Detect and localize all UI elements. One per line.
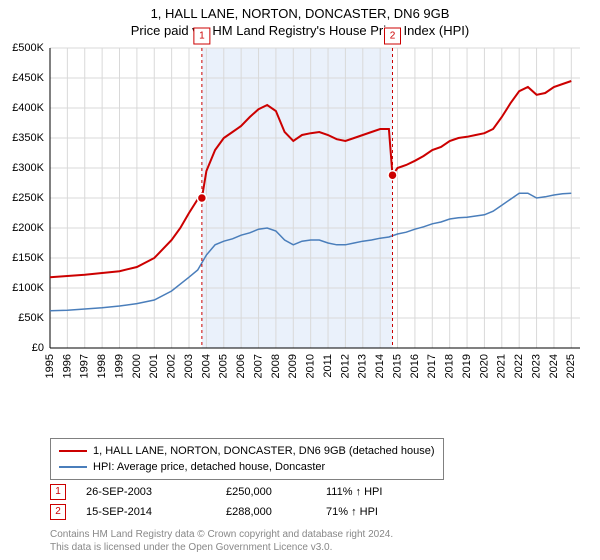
chart-area: £0£50K£100K£150K£200K£250K£300K£350K£400… (50, 48, 580, 388)
sale-price: £250,000 (226, 482, 306, 502)
sale-price: £288,000 (226, 502, 306, 522)
svg-text:1996: 1996 (61, 354, 73, 378)
svg-text:2000: 2000 (131, 354, 143, 378)
sale-ratio: 71% ↑ HPI (326, 502, 436, 522)
svg-text:1995: 1995 (44, 354, 56, 378)
legend-label: 1, HALL LANE, NORTON, DONCASTER, DN6 9GB… (93, 443, 435, 459)
svg-text:£500K: £500K (12, 42, 44, 54)
svg-text:2010: 2010 (305, 354, 317, 378)
sales-row: 1 26-SEP-2003 £250,000 111% ↑ HPI (50, 482, 436, 502)
sale-date: 26-SEP-2003 (86, 482, 206, 502)
svg-text:2007: 2007 (252, 354, 264, 378)
svg-text:1997: 1997 (79, 354, 91, 378)
legend-item: 1, HALL LANE, NORTON, DONCASTER, DN6 9GB… (59, 443, 435, 459)
title-block: 1, HALL LANE, NORTON, DONCASTER, DN6 9GB… (0, 0, 600, 38)
svg-text:2002: 2002 (166, 354, 178, 378)
svg-text:2009: 2009 (287, 354, 299, 378)
svg-text:2021: 2021 (496, 354, 508, 378)
title-subtitle: Price paid vs. HM Land Registry's House … (0, 23, 600, 38)
svg-text:£400K: £400K (12, 102, 44, 114)
svg-text:1: 1 (199, 31, 205, 42)
sale-marker-icon: 1 (50, 484, 66, 500)
svg-text:2025: 2025 (565, 354, 577, 378)
svg-text:2024: 2024 (548, 354, 560, 378)
svg-text:£200K: £200K (12, 222, 44, 234)
legend-label: HPI: Average price, detached house, Donc… (93, 459, 325, 475)
legend: 1, HALL LANE, NORTON, DONCASTER, DN6 9GB… (50, 438, 444, 480)
svg-text:£150K: £150K (12, 252, 44, 264)
svg-text:£350K: £350K (12, 132, 44, 144)
svg-text:2008: 2008 (270, 354, 282, 378)
svg-text:2011: 2011 (322, 354, 334, 378)
attribution-line: This data is licensed under the Open Gov… (50, 541, 393, 554)
svg-text:2001: 2001 (148, 354, 160, 378)
svg-text:2: 2 (390, 31, 396, 42)
svg-text:£250K: £250K (12, 192, 44, 204)
svg-text:2006: 2006 (235, 354, 247, 378)
svg-text:2018: 2018 (444, 354, 456, 378)
sales-row: 2 15-SEP-2014 £288,000 71% ↑ HPI (50, 502, 436, 522)
svg-text:2016: 2016 (409, 354, 421, 378)
svg-text:2004: 2004 (200, 354, 212, 378)
svg-text:£0: £0 (32, 342, 44, 354)
svg-text:2023: 2023 (530, 354, 542, 378)
sales-table: 1 26-SEP-2003 £250,000 111% ↑ HPI 2 15-S… (50, 482, 436, 522)
svg-text:£450K: £450K (12, 72, 44, 84)
svg-text:£50K: £50K (18, 312, 44, 324)
svg-text:£300K: £300K (12, 162, 44, 174)
svg-text:2019: 2019 (461, 354, 473, 378)
chart-svg: £0£50K£100K£150K£200K£250K£300K£350K£400… (50, 48, 580, 388)
svg-text:2013: 2013 (357, 354, 369, 378)
sale-marker-icon: 2 (50, 504, 66, 520)
legend-swatch (59, 466, 87, 468)
svg-text:2020: 2020 (478, 354, 490, 378)
svg-text:2015: 2015 (391, 354, 403, 378)
legend-item: HPI: Average price, detached house, Donc… (59, 459, 435, 475)
sale-ratio: 111% ↑ HPI (326, 482, 436, 502)
attribution: Contains HM Land Registry data © Crown c… (50, 528, 393, 554)
svg-text:2014: 2014 (374, 354, 386, 378)
chart-container: 1, HALL LANE, NORTON, DONCASTER, DN6 9GB… (0, 0, 600, 560)
svg-text:2017: 2017 (426, 354, 438, 378)
svg-text:£100K: £100K (12, 282, 44, 294)
svg-text:1998: 1998 (96, 354, 108, 378)
svg-text:2005: 2005 (218, 354, 230, 378)
attribution-line: Contains HM Land Registry data © Crown c… (50, 528, 393, 541)
svg-text:2022: 2022 (513, 354, 525, 378)
title-address: 1, HALL LANE, NORTON, DONCASTER, DN6 9GB (0, 6, 600, 21)
svg-text:1999: 1999 (113, 354, 125, 378)
svg-text:2003: 2003 (183, 354, 195, 378)
sale-date: 15-SEP-2014 (86, 502, 206, 522)
svg-text:2012: 2012 (339, 354, 351, 378)
legend-swatch (59, 450, 87, 452)
